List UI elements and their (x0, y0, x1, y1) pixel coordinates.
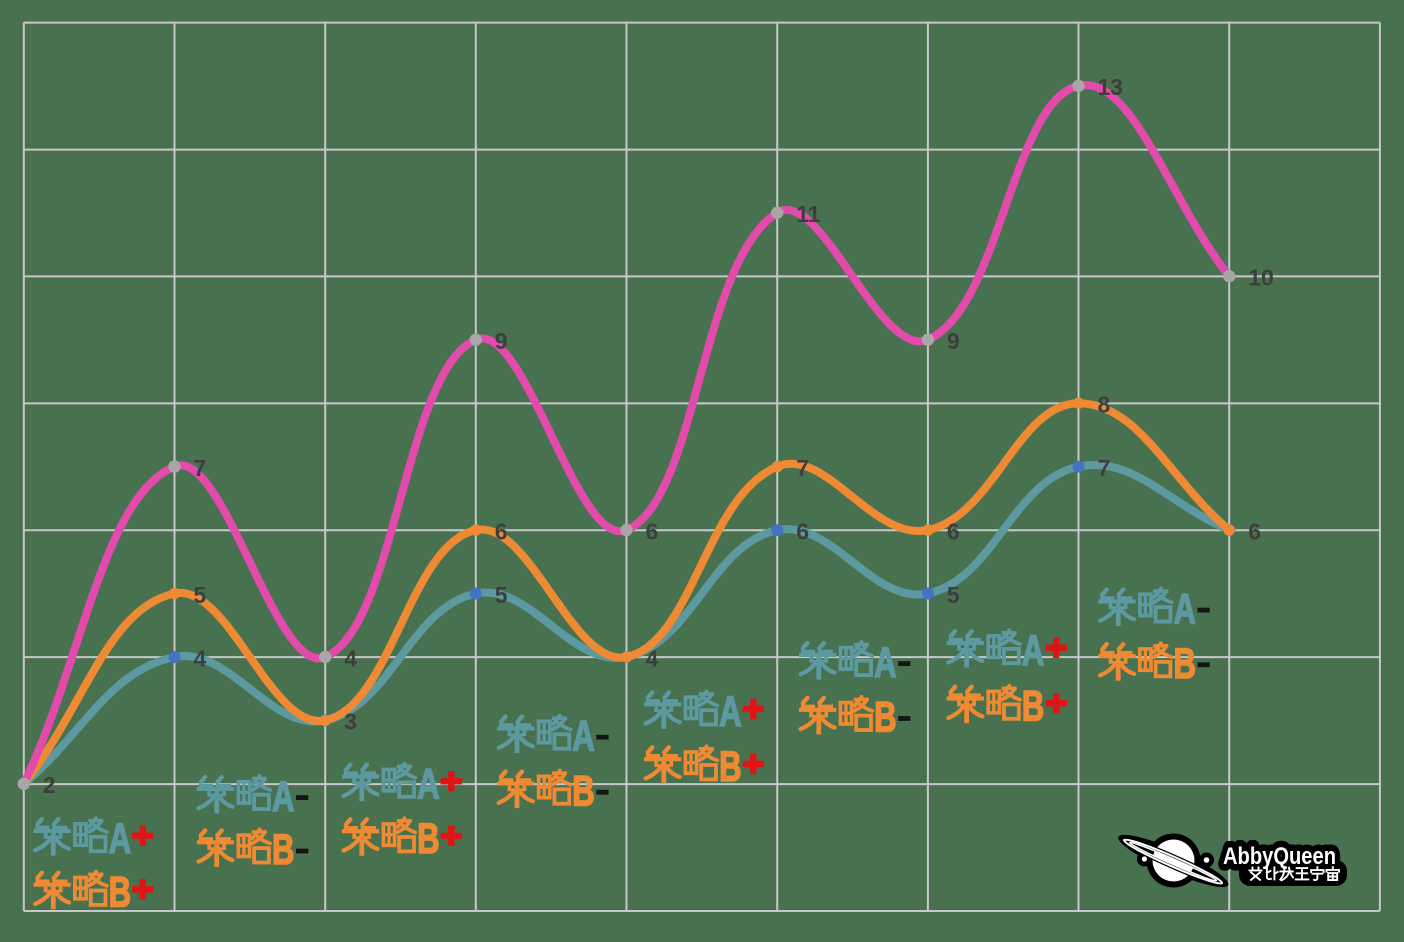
svg-text:A: A (1022, 628, 1045, 675)
svg-text:6: 6 (947, 518, 960, 544)
svg-text:4: 4 (194, 645, 207, 671)
svg-text:A: A (109, 816, 132, 863)
svg-text:5: 5 (947, 582, 960, 608)
svg-text:B: B (1022, 684, 1045, 731)
svg-text:A: A (272, 774, 295, 821)
svg-text:B: B (874, 695, 897, 742)
svg-text:B: B (572, 768, 595, 815)
svg-text:9: 9 (495, 328, 508, 354)
svg-text:6: 6 (1248, 518, 1261, 544)
svg-text:6: 6 (646, 518, 659, 544)
svg-text:8: 8 (1098, 392, 1111, 418)
svg-text:5: 5 (495, 582, 508, 608)
svg-text:B: B (272, 827, 295, 874)
svg-text:7: 7 (1098, 455, 1111, 481)
svg-text:A: A (874, 640, 897, 687)
svg-text:B: B (417, 816, 440, 863)
svg-text:11: 11 (796, 201, 821, 227)
svg-text:7: 7 (194, 455, 207, 481)
svg-text:2: 2 (43, 772, 56, 798)
svg-text:9: 9 (947, 328, 960, 354)
svg-text:13: 13 (1098, 74, 1124, 100)
svg-text:B: B (719, 744, 742, 791)
svg-text:AbbyQueen: AbbyQueen (1223, 843, 1336, 870)
svg-text:7: 7 (796, 455, 809, 481)
svg-text:B: B (1174, 641, 1197, 688)
svg-text:6: 6 (495, 518, 508, 544)
svg-text:A: A (719, 689, 742, 736)
svg-text:B: B (109, 870, 132, 917)
svg-text:5: 5 (194, 582, 207, 608)
svg-text:4: 4 (646, 645, 659, 671)
svg-text:4: 4 (344, 645, 357, 671)
svg-text:3: 3 (344, 709, 357, 735)
svg-text:A: A (572, 713, 595, 760)
svg-text:A: A (1174, 586, 1197, 633)
svg-text:10: 10 (1248, 265, 1274, 291)
svg-text:6: 6 (796, 518, 809, 544)
svg-text:A: A (417, 762, 440, 809)
